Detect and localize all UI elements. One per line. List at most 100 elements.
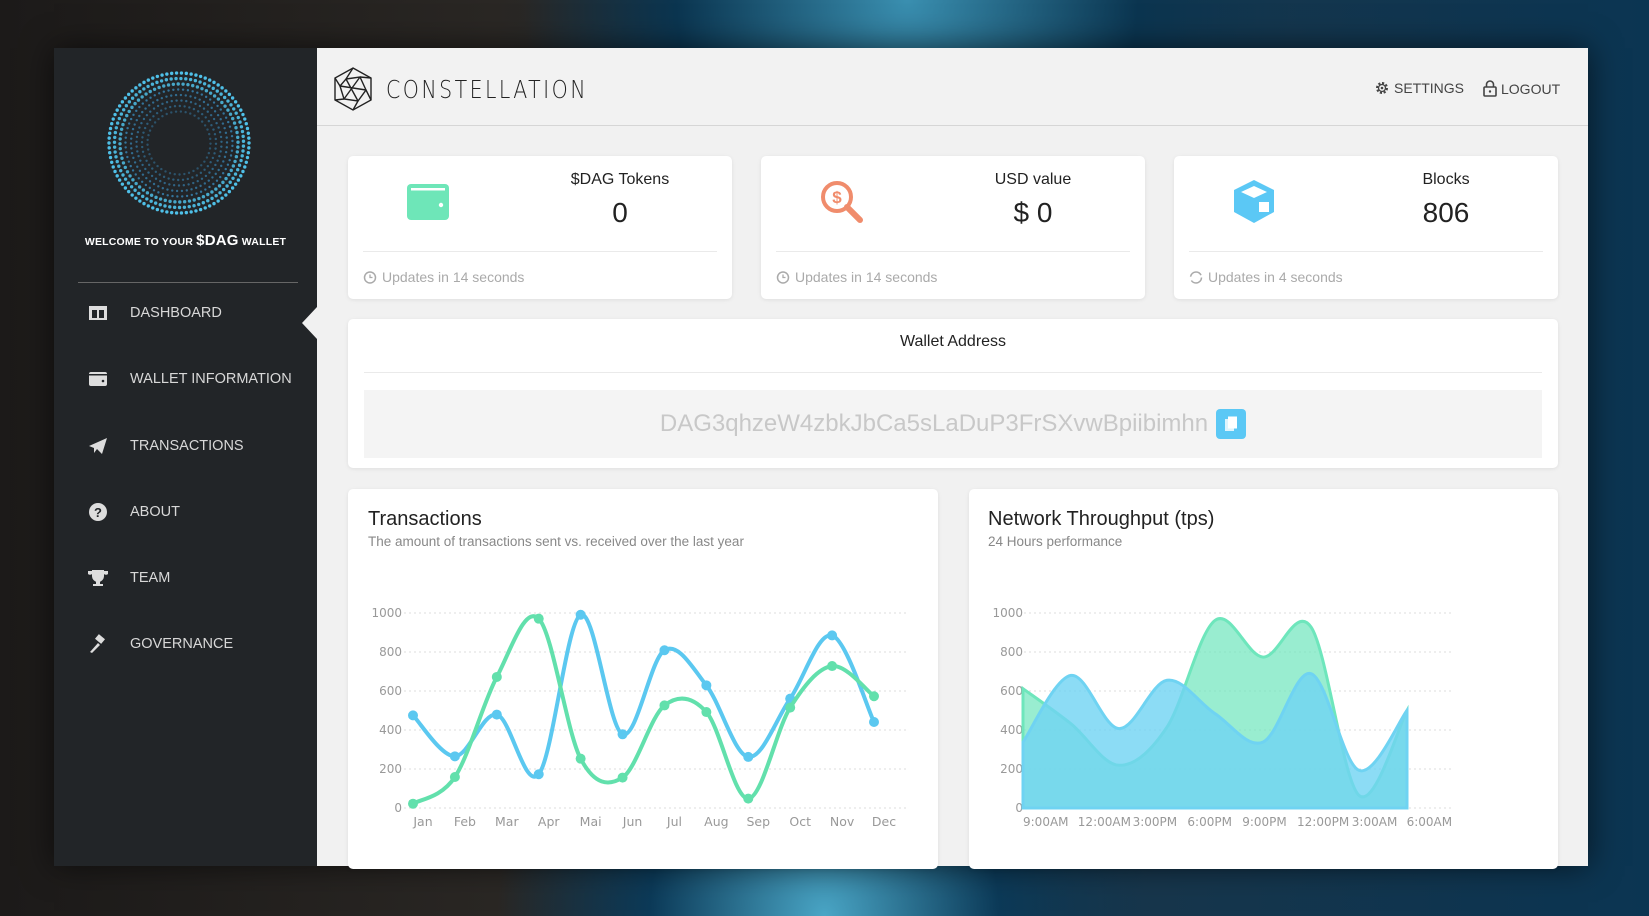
logo-dot (147, 171, 150, 174)
x-tick-label: Apr (538, 814, 560, 829)
logo-dot (134, 181, 138, 186)
chart-title: Network Throughput (tps) (988, 508, 1215, 530)
wallet-address-value[interactable]: DAG3qhzeW4zbkJbCa5sLaDuP3FrSXvwBpiibimhn (659, 410, 1209, 437)
series-2-point[interactable] (701, 707, 712, 718)
logo-dot (130, 151, 134, 155)
logo-dot (236, 135, 240, 140)
logo-dot (235, 150, 240, 154)
logo-dot (193, 78, 198, 83)
stat-label: $DAG Tokens (570, 171, 670, 188)
logo-dot (115, 108, 119, 112)
sidebar-item-governance[interactable]: GOVERNANCE (84, 629, 314, 659)
series-1-point[interactable] (827, 630, 838, 641)
logo-dot (190, 193, 194, 197)
logo-dot (219, 150, 222, 153)
series-1-point[interactable] (491, 709, 502, 720)
logo-dot (138, 83, 142, 87)
brand[interactable]: CONSTELLATION (332, 66, 632, 112)
logo-dot (137, 185, 142, 189)
logo-dot (108, 155, 113, 160)
logo-dot (130, 193, 134, 197)
series-1-point[interactable] (449, 751, 460, 762)
logo-dot (152, 87, 157, 91)
logo-dot (217, 168, 220, 172)
logo-dot (152, 115, 155, 118)
logo-dot (168, 199, 172, 204)
settings-link[interactable]: SETTINGS (1374, 80, 1464, 96)
logo-dot (164, 170, 167, 173)
series-2-point[interactable] (575, 753, 586, 764)
logo-dot (107, 141, 111, 145)
sidebar-item-dashboard[interactable]: DASHBOARD (84, 298, 314, 328)
logo-dot (142, 80, 146, 85)
series-2-point[interactable] (659, 700, 670, 711)
series-2-point[interactable] (869, 691, 879, 702)
logo-dot (204, 174, 208, 178)
logout-link[interactable]: LOGOUT (1483, 80, 1560, 97)
series-1-point[interactable] (743, 751, 754, 762)
series-1-point[interactable] (575, 609, 586, 620)
logo-dot (149, 193, 154, 197)
sidebar (54, 48, 317, 866)
logo-dot (240, 154, 244, 158)
logo-dot (152, 189, 156, 192)
logo-dot (210, 190, 214, 194)
logo-dot (117, 164, 121, 168)
series-2-point[interactable] (827, 661, 838, 672)
logo-dot (182, 184, 186, 187)
stat-footer-text: Updates in 14 seconds (382, 269, 525, 285)
logo-dot (223, 104, 227, 108)
logo-dot (223, 155, 227, 159)
series-2-point[interactable] (743, 793, 754, 804)
series-1-point[interactable] (869, 717, 879, 728)
logo-dot (216, 199, 220, 203)
series-1-point[interactable] (408, 710, 418, 721)
logo-dot (236, 140, 240, 144)
series-2-line (411, 614, 876, 806)
logo-dot (165, 72, 169, 76)
logo-dot (214, 172, 217, 176)
logo-dot (239, 108, 243, 112)
logo-dot (112, 140, 117, 145)
logo-dot (192, 169, 195, 173)
logo-dot (134, 93, 138, 97)
logo-dot (210, 196, 214, 201)
series-2-point[interactable] (491, 671, 502, 682)
logo-dot (227, 172, 231, 177)
logo-dot (165, 210, 169, 214)
y-tick-label: 600 (1000, 684, 1023, 698)
logo-dot (180, 99, 183, 102)
logo-dot (207, 179, 210, 182)
x-tick-label: 3:00PM (1133, 815, 1178, 829)
series-2-point[interactable] (408, 798, 418, 809)
series-1-point[interactable] (617, 729, 628, 740)
logo-dot (178, 173, 181, 176)
logo-dot (138, 105, 141, 109)
sidebar-item-about[interactable]: ? ABOUT (84, 497, 314, 527)
logo-dot (134, 173, 137, 176)
sidebar-item-team[interactable]: TEAM (84, 563, 314, 593)
logo-dot (225, 141, 229, 144)
logo-dot (181, 178, 185, 181)
sidebar-item-wallet-information[interactable]: WALLET INFORMATION (84, 364, 314, 394)
logo-dot (145, 99, 148, 102)
x-tick-label: Jan (412, 814, 432, 829)
logo-dot (161, 102, 164, 106)
series-1-point[interactable] (701, 680, 712, 691)
sidebar-divider (78, 282, 298, 283)
logo-dot (153, 121, 157, 124)
logo-dot (151, 76, 155, 80)
series-2-point[interactable] (533, 613, 544, 624)
trophy-icon (84, 569, 112, 587)
logo-dot (157, 85, 161, 90)
series-1-point[interactable] (533, 769, 544, 780)
series-2-point[interactable] (449, 771, 460, 782)
copy-address-button[interactable] (1216, 409, 1247, 439)
logo-dot (148, 186, 152, 190)
logo-dot (233, 100, 238, 104)
series-2-point[interactable] (617, 772, 628, 783)
sidebar-item-transactions[interactable]: TRANSACTIONS (84, 431, 314, 461)
svg-text:?: ? (94, 505, 102, 520)
series-2-point[interactable] (785, 702, 796, 713)
series-1-point[interactable] (659, 645, 670, 656)
